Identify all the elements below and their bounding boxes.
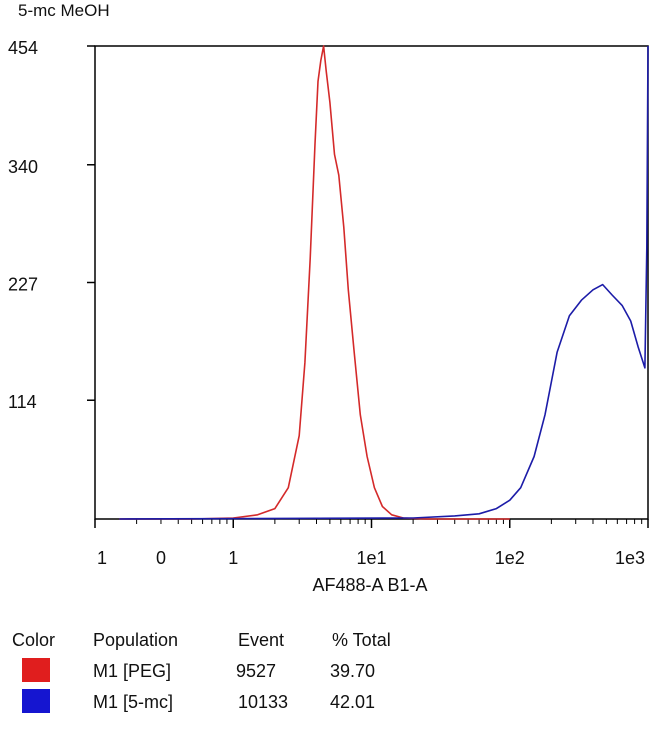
axes	[87, 45, 649, 528]
x-tick-label: 1	[228, 548, 238, 568]
series-line	[119, 45, 649, 520]
chart-title: 5-mc MeOH	[18, 1, 110, 20]
y-tick-label: 454	[8, 38, 38, 58]
plot-area	[119, 45, 649, 520]
x-tick-label: 0	[156, 548, 166, 568]
plot-frame	[94, 45, 649, 520]
y-tick-label: 114	[8, 392, 37, 412]
y-tick-label: 340	[8, 157, 38, 177]
x-tick-label: 1e1	[356, 548, 386, 568]
tick-labels: 454 340 227 114 1 0 1 1e1 1e2 1e3	[8, 38, 645, 568]
series-line	[119, 45, 510, 520]
x-axis-label: AF488-A B1-A	[312, 575, 427, 595]
x-tick-label: 1	[97, 548, 107, 568]
x-tick-label: 1e3	[615, 548, 645, 568]
x-tick-label: 1e2	[495, 548, 525, 568]
y-tick-label: 227	[8, 275, 38, 295]
